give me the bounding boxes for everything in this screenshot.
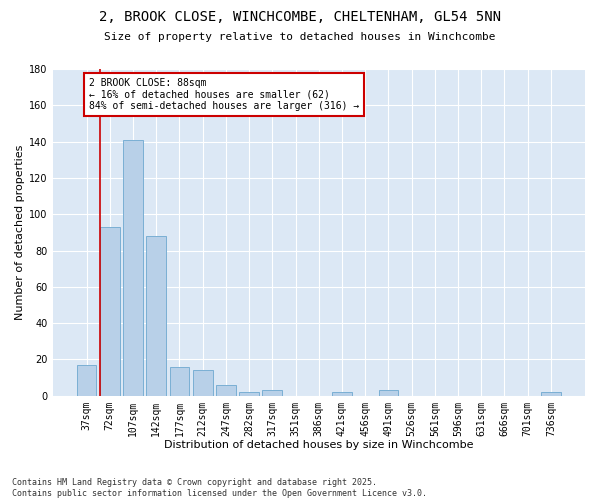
Bar <box>379 390 398 396</box>
X-axis label: Distribution of detached houses by size in Winchcombe: Distribution of detached houses by size … <box>164 440 473 450</box>
Y-axis label: Number of detached properties: Number of detached properties <box>15 144 25 320</box>
Bar <box>262 390 282 396</box>
Bar <box>216 385 236 396</box>
Bar <box>239 392 259 396</box>
Bar <box>332 392 352 396</box>
Text: 2 BROOK CLOSE: 88sqm
← 16% of detached houses are smaller (62)
84% of semi-detac: 2 BROOK CLOSE: 88sqm ← 16% of detached h… <box>89 78 359 112</box>
Bar <box>77 365 97 396</box>
Bar <box>123 140 143 396</box>
Bar <box>146 236 166 396</box>
Text: Contains HM Land Registry data © Crown copyright and database right 2025.
Contai: Contains HM Land Registry data © Crown c… <box>12 478 427 498</box>
Bar <box>541 392 561 396</box>
Bar <box>193 370 212 396</box>
Text: Size of property relative to detached houses in Winchcombe: Size of property relative to detached ho… <box>104 32 496 42</box>
Bar <box>170 366 190 396</box>
Bar <box>100 227 119 396</box>
Text: 2, BROOK CLOSE, WINCHCOMBE, CHELTENHAM, GL54 5NN: 2, BROOK CLOSE, WINCHCOMBE, CHELTENHAM, … <box>99 10 501 24</box>
